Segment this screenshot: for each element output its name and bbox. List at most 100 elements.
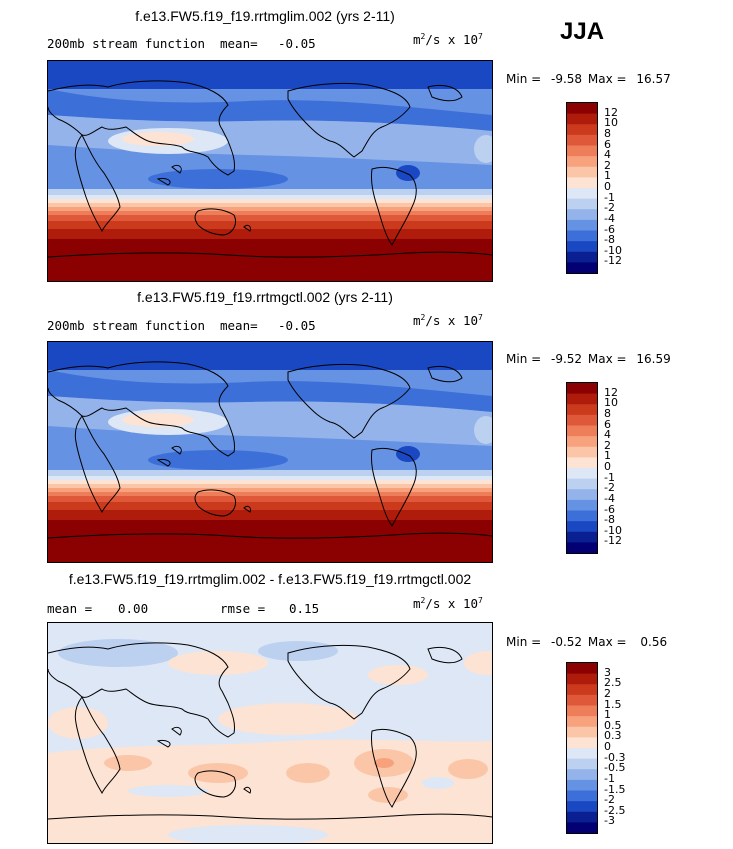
colorbar-swatch	[567, 758, 597, 770]
colorbar-tick-label: -2	[604, 201, 615, 215]
panel-2-map	[47, 341, 493, 563]
colorbar-tick-label: -1	[604, 771, 615, 785]
colorbar-swatch	[567, 262, 597, 274]
panel-1-left-text: 200mb stream function	[47, 36, 206, 51]
colorbar-swatch	[567, 531, 597, 543]
tibet-high-inner	[122, 132, 194, 146]
colorbar-tick-label: 3	[604, 665, 611, 679]
band-sh-6	[48, 221, 492, 229]
panel-3-max-value: 0.56	[640, 635, 668, 649]
band-eq-1	[48, 470, 492, 476]
panel-1-min-label: Min =	[506, 72, 542, 86]
diff-pos-s6	[368, 787, 408, 803]
colorbar-swatch	[567, 673, 597, 685]
diff-neg-nw	[58, 639, 178, 667]
band-sh-3	[48, 207, 492, 211]
panel-2-mean-label: mean=	[220, 318, 258, 333]
colorbar-swatch	[567, 241, 597, 253]
colorbar-swatch	[567, 188, 597, 200]
colorbar-tick-label: -8	[604, 513, 615, 527]
colorbar-swatch	[567, 822, 597, 834]
colorbar-swatch	[567, 705, 597, 717]
colorbar-tick-label: -2	[604, 793, 615, 807]
panel-3-minmax: Min = -0.52 Max = 0.56	[506, 635, 667, 649]
band-high-north	[48, 89, 492, 131]
panel-3-colorbar	[566, 662, 598, 834]
colorbar-swatch	[567, 436, 597, 448]
colorbar-tick-label: -1	[604, 470, 615, 484]
colorbar-swatch	[567, 134, 597, 147]
panel-2-colorbar-svg	[567, 383, 597, 554]
colorbar-tick-label: -3	[604, 814, 615, 828]
colorbar-tick-label: -6	[604, 222, 615, 236]
panel-3-map	[47, 622, 493, 844]
panel-3-title: f.e13.FW5.f19_f19.rrtmglim.002 - f.e13.F…	[68, 571, 472, 587]
panel-2-left-text: 200mb stream function	[47, 318, 206, 333]
band-sh-4	[48, 211, 492, 215]
diff-neg-s1	[128, 785, 208, 797]
colorbar-tick-label: -1	[604, 190, 615, 204]
colorbar-swatch	[567, 542, 597, 554]
diff-pos-pacific	[218, 703, 358, 735]
colorbar-swatch	[567, 521, 597, 533]
panel-1-units: m2/s x 107	[413, 32, 483, 48]
band-sh-8	[48, 239, 492, 281]
panel-2-min-label: Min =	[506, 352, 542, 366]
colorbar-swatch	[567, 393, 597, 405]
colorbar-swatch	[567, 124, 597, 136]
atlantic-ridge	[474, 135, 492, 163]
band-sh-5	[48, 215, 492, 221]
band-sh-1	[48, 199, 492, 203]
panel-3-min-value: -0.52	[551, 635, 583, 649]
colorbar-tick-label: 6	[604, 137, 611, 151]
tibet-high-inner	[122, 413, 194, 427]
band-sh-1	[48, 480, 492, 484]
colorbar-tick-label: -12	[604, 254, 622, 268]
colorbar-tick-label: 1.5	[604, 697, 622, 711]
season-label: JJA	[560, 18, 605, 45]
diff-pos-s3	[286, 763, 330, 783]
atlantic-ridge	[474, 416, 492, 444]
colorbar-tick-label: 12	[604, 385, 618, 399]
band-sh-6	[48, 502, 492, 510]
colorbar-swatch	[567, 404, 597, 416]
panel-1-mean-value: -0.05	[278, 36, 316, 51]
colorbar-swatch	[567, 684, 597, 696]
amazon-low	[396, 165, 420, 181]
colorbar-tick-label: -0.3	[604, 750, 626, 764]
colorbar-swatch	[567, 219, 597, 232]
panel-3-rmse-label: rmse =	[220, 601, 266, 616]
maritime-low	[148, 169, 288, 189]
colorbar-tick-label: -10	[604, 243, 622, 257]
colorbar-tick-label: 4	[604, 428, 611, 442]
colorbar-swatch	[567, 663, 597, 675]
colorbar-tick-label: 2	[604, 158, 611, 172]
diff-neg-s3	[168, 825, 328, 843]
diff-pos-s5	[448, 759, 488, 779]
colorbar-swatch	[567, 446, 597, 458]
colorbar-swatch	[567, 156, 597, 168]
colorbar-tick-label: -4	[604, 491, 615, 505]
coastlines	[48, 642, 492, 820]
colorbar-swatch	[567, 801, 597, 813]
colorbar-swatch	[567, 103, 597, 115]
colorbar-swatch	[567, 177, 597, 189]
colorbar-swatch	[567, 811, 597, 823]
coastlines	[48, 361, 492, 539]
colorbar-tick-label: -0.5	[604, 761, 626, 775]
band-eq-2	[48, 195, 492, 199]
band-sh-2	[48, 484, 492, 488]
panel-1-max-value: 16.57	[636, 72, 671, 86]
diff-pos-s4-core	[374, 758, 394, 768]
panel-1-colorbar	[566, 102, 598, 274]
colorbar-swatch	[567, 779, 597, 792]
colorbar-swatch	[567, 383, 597, 395]
diff-pos-asia	[168, 651, 268, 675]
colorbar-tick-label: 8	[604, 126, 611, 140]
panel-1-mean-label: mean=	[220, 36, 258, 51]
colorbar-tick-label: -10	[604, 523, 622, 537]
panel-3-mean-value: 0.00	[118, 601, 149, 616]
colorbar-tick-label: -12	[604, 534, 622, 548]
diff-neg-s2	[422, 777, 454, 789]
colorbar-tick-label: 2.5	[604, 676, 622, 690]
